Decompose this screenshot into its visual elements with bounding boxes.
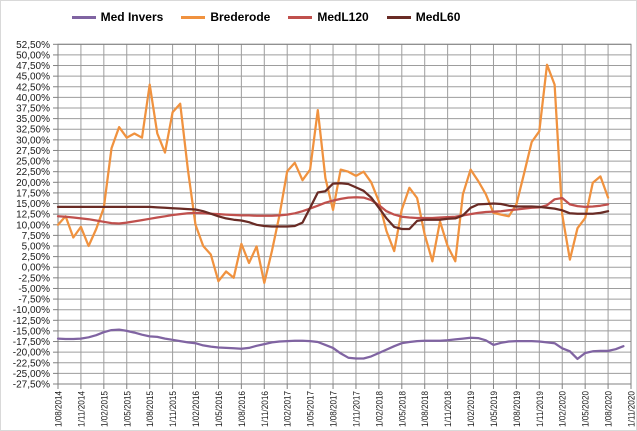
y-tick-label: 32,50% bbox=[16, 125, 50, 136]
y-tick-label: -2,50% bbox=[18, 273, 50, 284]
series-line-brederode bbox=[56, 63, 610, 285]
y-tick-label: -20,00% bbox=[13, 348, 50, 359]
y-tick-label: 0,00% bbox=[22, 263, 50, 274]
y-tick-label: -10,00% bbox=[13, 305, 50, 316]
x-tick-label: 1/11/2017 bbox=[351, 391, 361, 427]
y-tick-label: 12,50% bbox=[16, 210, 50, 221]
y-tick-label: 25,00% bbox=[16, 157, 50, 168]
x-tick-label: 1/05/2016 bbox=[214, 391, 224, 427]
y-tick-label: -5,00% bbox=[18, 284, 50, 295]
x-tick-label: 1/11/2020 bbox=[627, 391, 637, 427]
y-tick-label: 35,00% bbox=[16, 114, 50, 125]
series-line-medl120 bbox=[56, 196, 610, 225]
x-tick-label: 1/02/2018 bbox=[374, 391, 384, 427]
y-tick-label: 30,00% bbox=[16, 135, 50, 146]
x-tick-label: 1/02/2019 bbox=[466, 391, 476, 427]
x-tick-label: 1/02/2016 bbox=[191, 391, 201, 427]
x-tick-label: 1/11/2016 bbox=[260, 391, 270, 427]
x-tick-label: 1/11/2015 bbox=[168, 391, 178, 427]
y-tick-label: 37,50% bbox=[16, 103, 50, 114]
y-tick-label: 47,50% bbox=[16, 61, 50, 72]
x-tick-label: 1/08/2019 bbox=[512, 391, 522, 427]
x-tick-label: 1/11/2019 bbox=[535, 391, 545, 427]
gridlines bbox=[57, 43, 632, 385]
y-tick-label: -22,50% bbox=[13, 358, 50, 369]
series-line-medl60 bbox=[56, 182, 610, 231]
y-tick-label: 10,00% bbox=[16, 220, 50, 231]
y-tick-label: 40,00% bbox=[16, 93, 50, 104]
x-tick-label: 1/08/2014 bbox=[54, 391, 64, 427]
x-tick-label: 1/05/2017 bbox=[306, 391, 316, 427]
y-tick-label: 17,50% bbox=[16, 188, 50, 199]
x-tick-label: 1/05/2018 bbox=[397, 391, 407, 427]
chart-legend: Med Invers Brederode MedL120 MedL60 bbox=[1, 8, 531, 26]
y-tick-label: -15,00% bbox=[13, 326, 50, 337]
x-tick-label: 1/05/2020 bbox=[581, 391, 591, 427]
legend-swatch-icon bbox=[386, 15, 411, 19]
legend-label: MedL60 bbox=[415, 10, 461, 24]
y-axis-labels: 52,50%50,00%47,50%45,00%42,50%40,00%37,5… bbox=[13, 40, 50, 391]
legend-label: MedL120 bbox=[317, 10, 369, 24]
y-tick-label: -27,50% bbox=[13, 380, 50, 391]
y-tick-label: -17,50% bbox=[13, 337, 50, 348]
legend-swatch-icon bbox=[288, 15, 313, 19]
y-tick-label: 15,00% bbox=[16, 199, 50, 210]
x-tick-label: 1/08/2016 bbox=[237, 391, 247, 427]
y-tick-label: 7,50% bbox=[22, 231, 50, 242]
y-tick-label: -7,50% bbox=[18, 295, 50, 306]
x-tick-label: 1/05/2019 bbox=[489, 391, 499, 427]
y-tick-label: 2,50% bbox=[22, 252, 50, 263]
y-tick-label: 42,50% bbox=[16, 82, 50, 93]
x-tick-label: 1/08/2017 bbox=[329, 391, 339, 427]
y-tick-label: 52,50% bbox=[16, 40, 50, 51]
legend-label: Brederode bbox=[210, 10, 271, 24]
x-tick-label: 1/08/2018 bbox=[420, 391, 430, 427]
legend-swatch-icon bbox=[181, 15, 206, 19]
x-tick-label: 1/08/2020 bbox=[604, 391, 614, 427]
legend-label: Med Invers bbox=[100, 10, 164, 24]
y-tick-label: -25,00% bbox=[13, 369, 50, 380]
y-tick-label: 20,00% bbox=[16, 178, 50, 189]
legend-item-med-invers: Med Invers bbox=[71, 10, 164, 24]
x-tick-label: 1/02/2020 bbox=[558, 391, 568, 427]
x-axis-labels: 1/08/2014 1/11/2014 1/02/2015 1/05/2015 1/08… bbox=[54, 391, 637, 427]
legend-item-medl60: MedL60 bbox=[386, 10, 461, 24]
series-line-med-invers bbox=[56, 328, 625, 361]
axis-ticks bbox=[53, 43, 632, 389]
y-tick-label: 5,00% bbox=[22, 241, 50, 252]
y-tick-label: -12,50% bbox=[13, 316, 50, 327]
x-tick-label: 1/11/2018 bbox=[443, 391, 453, 427]
x-tick-label: 1/05/2015 bbox=[122, 391, 132, 427]
legend-item-medl120: MedL120 bbox=[288, 10, 369, 24]
y-tick-label: 27,50% bbox=[16, 146, 50, 157]
legend-swatch-icon bbox=[71, 15, 96, 19]
x-tick-label: 1/02/2017 bbox=[283, 391, 293, 427]
x-tick-label: 1/11/2014 bbox=[76, 391, 86, 427]
y-tick-label: 50,00% bbox=[16, 50, 50, 61]
y-tick-label: 22,50% bbox=[16, 167, 50, 178]
x-tick-label: 1/08/2015 bbox=[145, 391, 155, 427]
y-tick-label: 45,00% bbox=[16, 72, 50, 83]
legend-item-brederode: Brederode bbox=[181, 10, 270, 24]
x-tick-label: 1/02/2015 bbox=[99, 391, 109, 427]
